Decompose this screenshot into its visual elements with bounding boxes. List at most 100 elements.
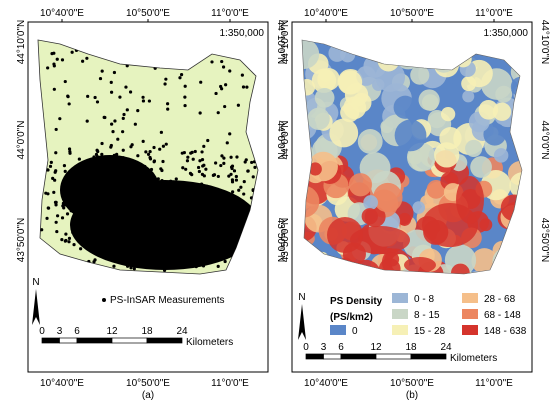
ps-point: [70, 50, 74, 54]
ps-point: [46, 206, 51, 210]
ps-point: [232, 214, 236, 218]
ps-point: [61, 204, 65, 208]
ps-point: [71, 188, 76, 192]
ps-point: [206, 138, 210, 143]
ps-point: [85, 210, 89, 215]
ps-point: [125, 167, 130, 171]
ps-point: [153, 259, 157, 263]
ps-point: [183, 95, 187, 99]
lat-label: 44°0'0"N: [16, 121, 27, 160]
ps-point: [80, 184, 84, 188]
ps-point: [164, 142, 168, 146]
ps-point: [86, 94, 90, 98]
ps-point: [121, 116, 125, 120]
ps-point: [112, 153, 116, 157]
ps-point: [99, 156, 103, 160]
ps-point: [168, 246, 172, 251]
ps-point: [230, 231, 234, 235]
legend-swatch: [392, 293, 408, 303]
ps-point: [169, 225, 173, 229]
ps-point: [84, 198, 88, 202]
scale-bar-label: 24: [176, 326, 188, 337]
ps-point: [127, 246, 131, 251]
ps-point: [178, 76, 182, 80]
density-patch: [302, 40, 320, 69]
ps-point: [96, 160, 100, 164]
lat-label: 44°0'0"N: [275, 121, 286, 160]
ps-point: [173, 208, 177, 213]
lat-label: 43°50'0"N: [275, 218, 286, 263]
ps-point: [175, 233, 179, 237]
ps-point: [159, 230, 163, 235]
ps-point: [130, 238, 134, 243]
ps-point: [199, 243, 203, 247]
ps-point: [234, 178, 239, 182]
ps-point: [130, 197, 134, 201]
ps-point: [116, 179, 120, 183]
legend-class-label: 68 - 148: [484, 310, 521, 321]
ps-point: [93, 200, 97, 204]
ps-point: [136, 109, 140, 113]
ps-point: [52, 51, 56, 55]
ps-point: [89, 191, 94, 196]
ps-point: [104, 255, 109, 259]
ps-point: [246, 169, 250, 173]
ps-point: [64, 232, 68, 236]
ps-point: [198, 111, 202, 115]
ps-point: [118, 95, 122, 99]
ps-point: [140, 248, 145, 252]
ps-point: [95, 199, 100, 203]
ps-point: [99, 217, 103, 222]
ps-point: [233, 205, 237, 209]
ps-point: [141, 99, 146, 103]
ps-point: [232, 169, 237, 173]
ps-point: [197, 193, 201, 197]
ps-point: [85, 202, 89, 206]
ps-point: [186, 204, 190, 209]
density-patch: [483, 122, 507, 146]
density-patch: [338, 70, 363, 95]
legend-class-label: 0 - 8: [414, 294, 434, 305]
ps-point: [85, 192, 89, 197]
ps-point: [227, 193, 231, 198]
ps-point: [100, 69, 104, 73]
ps-point: [156, 177, 160, 181]
ps-point: [194, 233, 198, 237]
ps-point: [144, 150, 148, 154]
density-patch: [348, 173, 373, 197]
ps-point: [125, 256, 130, 260]
ps-point: [163, 82, 167, 86]
ps-point: [184, 233, 188, 237]
ps-point: [177, 247, 182, 251]
ps-point: [139, 208, 144, 213]
scale-label: 1:350,000: [220, 28, 265, 39]
ps-point: [229, 155, 233, 159]
lon-label: 10°50'0"E: [126, 378, 170, 389]
ps-point: [183, 239, 187, 243]
lat-label: 44°0'0"N: [539, 121, 550, 160]
ps-point: [229, 165, 234, 169]
legend-class-label: 8 - 15: [414, 310, 440, 321]
scale-bar-segment: [146, 337, 183, 344]
ps-point: [251, 175, 255, 179]
ps-point: [77, 157, 81, 161]
ps-point: [218, 212, 222, 216]
ps-point: [110, 246, 114, 250]
ps-point: [176, 216, 180, 220]
ps-point: [186, 228, 190, 232]
ps-point: [150, 245, 154, 249]
ps-point: [190, 173, 194, 177]
ps-point: [92, 155, 96, 159]
ps-point: [207, 234, 211, 238]
ps-point: [236, 235, 240, 240]
ps-point: [67, 147, 72, 151]
ps-point: [179, 194, 183, 198]
ps-point: [105, 209, 109, 213]
ps-point: [53, 178, 57, 182]
ps-point: [49, 160, 53, 165]
density-patch: [373, 182, 403, 213]
ps-point: [154, 242, 158, 246]
ps-point: [60, 216, 65, 220]
ps-point: [229, 172, 233, 176]
ps-point: [239, 185, 243, 189]
